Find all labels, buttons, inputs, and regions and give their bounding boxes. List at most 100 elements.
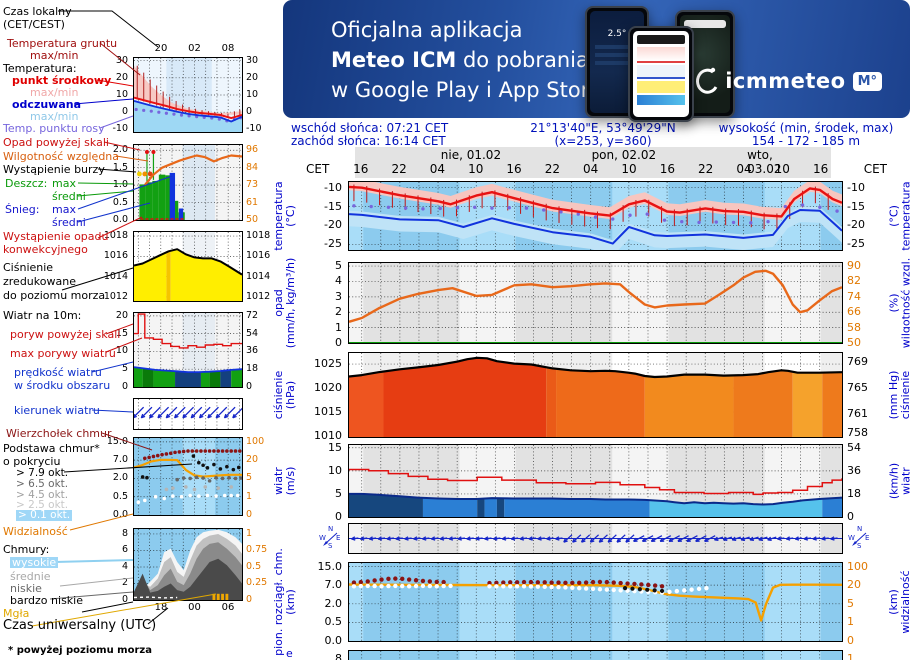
tick-label: 1016 bbox=[246, 250, 271, 262]
axis-label: (%) wilgotność wzgl. bbox=[887, 257, 910, 349]
m2-plot bbox=[134, 145, 242, 220]
axis-label: (km/h) wiatr bbox=[887, 462, 910, 500]
tick-label: 30 bbox=[246, 54, 259, 66]
banner-line-1: Oficjalna aplikacja bbox=[331, 18, 523, 42]
tick-label: 1012 bbox=[246, 290, 271, 302]
tick-label: 1 bbox=[246, 527, 253, 539]
coordinates: 21°13'40"E, 53°49'29"N bbox=[530, 121, 676, 135]
pressure-panel: 1025 1020 1015 1010 769 765 761 758 ciśnienie (hP… bbox=[272, 352, 910, 441]
tick-label: 761 bbox=[847, 407, 868, 421]
legend-pressure-2: zredukowane bbox=[3, 275, 76, 288]
tick-label: -10 bbox=[847, 180, 865, 194]
tick-label: 0 bbox=[121, 593, 128, 605]
tick-label: 30 bbox=[115, 54, 128, 66]
legend-max-gusts: max porywy wiatru bbox=[10, 347, 116, 360]
axis-label: (km) widzialność bbox=[887, 570, 910, 634]
legend-mini-winddir-chart bbox=[133, 398, 243, 430]
tick-label: 73 bbox=[246, 179, 259, 191]
legend-okta-01: > 0.1 okt. bbox=[16, 509, 73, 521]
time-tick-label: 20 bbox=[154, 43, 168, 54]
legend-cloud-base-1: Podstawa chmur* bbox=[3, 442, 100, 455]
time-axis: CET CET 16 22 04 10 16 22 04 10 16 22 04 10 16 nie, 01.… bbox=[306, 147, 887, 179]
legend-local-time: Czas lokalny bbox=[3, 5, 72, 18]
tick-label: -10 bbox=[246, 123, 262, 135]
axis-label: temperatura (°C) bbox=[272, 181, 297, 251]
hour-label: 22 bbox=[698, 162, 714, 176]
temperature-panel: -10 -15 -20 -25 -10 -15 -20 -25 temperatura (°C) (… bbox=[272, 181, 910, 251]
tick-label: 7.0 bbox=[112, 454, 128, 466]
tick-label: -25 bbox=[324, 237, 342, 251]
axis-label: (mm Hg) ciśnienie bbox=[887, 370, 910, 420]
tick-label: 0.0 bbox=[324, 633, 343, 647]
legend-rain-avg: średni bbox=[52, 190, 86, 203]
phone-mockup-meteogram bbox=[628, 26, 694, 122]
tick-label: 6 bbox=[121, 544, 128, 556]
tick-label: 20 bbox=[847, 578, 861, 592]
tick-label: 10 bbox=[115, 88, 128, 100]
legend-okta-65: > 6.5 okt. bbox=[16, 478, 69, 490]
legend-clouds-mid: średnie bbox=[10, 570, 51, 583]
tick-label: 10 bbox=[246, 88, 259, 100]
axis-label: ciśnienie (hPa) bbox=[272, 370, 297, 420]
legend-ground-temp-maxmin: max/min bbox=[30, 49, 79, 62]
tick-label: 765 bbox=[847, 381, 868, 395]
legend-clouds: Chmury: bbox=[3, 543, 50, 556]
tick-label: 1015 bbox=[314, 404, 342, 418]
app-promo-banner[interactable]: Oficjalna aplikacja Meteo ICM do pobrani… bbox=[283, 0, 910, 122]
tick-label: 8 bbox=[121, 527, 128, 539]
altitude-label: wysokość (min, środek, max) bbox=[718, 121, 894, 135]
banner-app-name: Meteo ICM bbox=[331, 48, 457, 72]
tick-label: 1018 bbox=[246, 230, 271, 242]
legend-pressure-3: do poziomu morza bbox=[3, 289, 106, 302]
time-tick-label: 18 bbox=[154, 602, 168, 613]
legend-cloud-base-2: o pokryciu bbox=[3, 455, 61, 468]
tick-label: 36 bbox=[246, 345, 259, 357]
tick-label: -20 bbox=[847, 218, 865, 232]
tick-label: 1 bbox=[335, 320, 342, 334]
hour-label: 04 bbox=[583, 162, 599, 176]
legend-wind-direction: kierunek wiatru bbox=[14, 404, 100, 417]
tick-label: 82 bbox=[847, 274, 861, 288]
hour-label: 22 bbox=[391, 162, 407, 176]
tick-label: 0.75 bbox=[246, 544, 268, 556]
logo-wordmark: icmmeteo bbox=[725, 69, 846, 93]
legend-fog: Mgła bbox=[3, 607, 30, 620]
tick-label: 1025 bbox=[314, 356, 342, 370]
tick-label: 10 bbox=[328, 463, 342, 477]
legend-mini-precip-chart: 2.0 1.5 1.0 0.5 0.0 96 84 73 61 50 bbox=[113, 144, 258, 225]
tick-label: 100 bbox=[246, 435, 265, 447]
tick-label: -15 bbox=[324, 199, 342, 213]
tick-label: 66 bbox=[847, 305, 861, 319]
legend-cloud-top: Wierzchołek chmur bbox=[6, 427, 112, 440]
tick-label: 72 bbox=[246, 309, 259, 321]
legend-mini-temperature-chart: 30 20 10 0 -10 30 20 10 0 -10 20 02 08 bbox=[112, 43, 261, 134]
legend-okta-25: > 2.5 okt. bbox=[16, 499, 69, 511]
tick-label: 61 bbox=[246, 196, 259, 208]
tick-label: 54 bbox=[246, 327, 259, 339]
opad / wilgotność-plot bbox=[349, 263, 842, 343]
tick-label: 0 bbox=[121, 380, 128, 392]
cet-label-left: CET bbox=[306, 162, 330, 176]
day-label: pon, 02.02 bbox=[591, 148, 657, 162]
tick-label: 5 bbox=[335, 486, 342, 500]
banner-line-2-rest: do pobrania bbox=[456, 48, 589, 72]
axis-label-cutoff: e bbox=[286, 647, 293, 660]
tick-label: 0 bbox=[335, 509, 342, 523]
legend-wind-speed-1: prędkość wiatru bbox=[14, 366, 102, 379]
tick-label: 18 bbox=[246, 363, 259, 375]
legend-thunderstorm: Wystąpienie burzy bbox=[3, 163, 105, 176]
tick-label: 4 bbox=[335, 274, 342, 288]
tick-label: 20 bbox=[246, 454, 259, 466]
tick-label: 0 bbox=[121, 106, 128, 118]
tick-label: 15.0 bbox=[317, 559, 343, 573]
tick-label: 0.25 bbox=[246, 577, 268, 589]
tick-label: 5 bbox=[847, 596, 854, 610]
tick-label: 1 bbox=[246, 490, 253, 502]
tick-label: 1020 bbox=[314, 380, 342, 394]
tick-label: 50 bbox=[847, 335, 861, 349]
wind-panel: 15 10 5 0 54 36 18 0 wiatr (m/s) (km/h) wiatr bbox=[272, 442, 910, 522]
hour-label: 16 bbox=[353, 162, 369, 176]
tick-label: 4 bbox=[121, 560, 128, 572]
